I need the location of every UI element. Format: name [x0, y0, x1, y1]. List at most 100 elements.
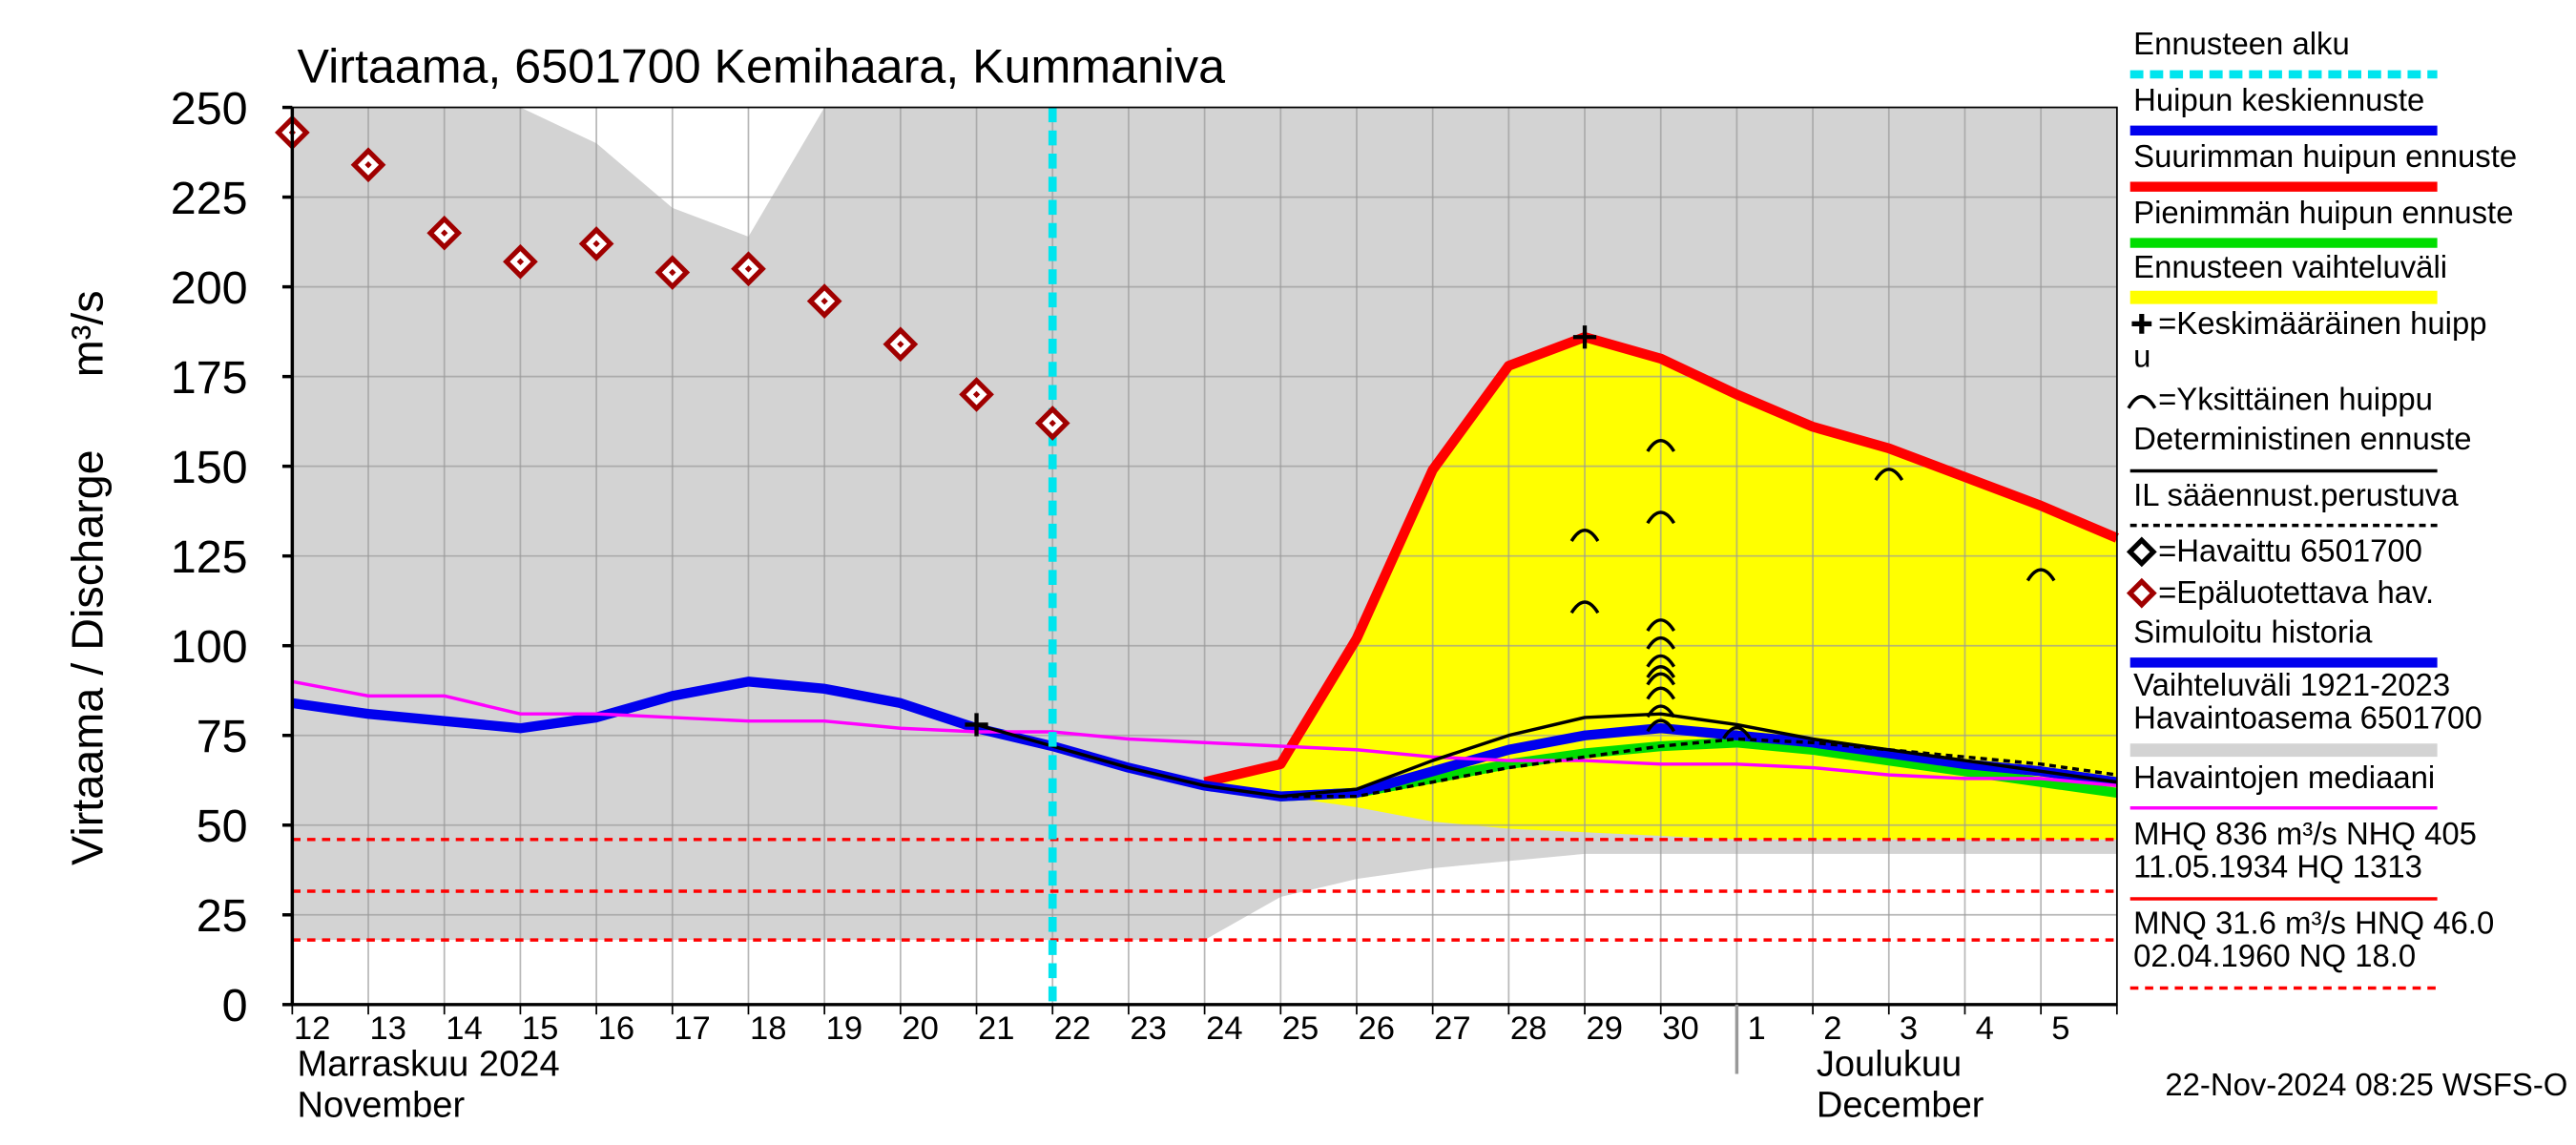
x-tick-label: 4: [1976, 1010, 1994, 1047]
legend-label: Deterministinen ennuste: [2133, 421, 2471, 456]
x-tick-label: 21: [978, 1010, 1014, 1047]
legend-label: Ennusteen vaihteluväli: [2133, 249, 2447, 284]
x-tick-label: 15: [522, 1010, 558, 1047]
y-axis-unit: m³/s: [62, 290, 112, 377]
legend-label: Ennusteen alku: [2133, 26, 2350, 61]
y-tick-label: 225: [171, 173, 248, 224]
x-tick-label: 12: [294, 1010, 330, 1047]
peak-marker: [1569, 600, 1600, 614]
x-tick-label: 29: [1587, 1010, 1623, 1047]
legend-symbol: [2131, 314, 2152, 334]
observation-marker: [731, 251, 766, 287]
x-tick-label: 26: [1358, 1010, 1394, 1047]
footer: 22-Nov-2024 08:25 WSFS-O: [2165, 1067, 2567, 1102]
y-tick-label: 125: [171, 531, 248, 583]
peak-marker: [1646, 654, 1676, 668]
legend-label: Havaintojen mediaani: [2133, 760, 2435, 795]
y-tick-label: 250: [171, 83, 248, 135]
observation-marker: [883, 326, 919, 363]
peak-marker: [1646, 672, 1676, 686]
peak-marker: [1569, 529, 1600, 542]
legend-symbol: [2127, 394, 2157, 409]
observation-marker: [959, 377, 994, 412]
peak-marker: [1646, 618, 1676, 633]
y-tick-label: 200: [171, 262, 248, 314]
x-tick-label: 28: [1510, 1010, 1547, 1047]
x-tick-label: 19: [826, 1010, 862, 1047]
x-tick-label: 22: [1054, 1010, 1091, 1047]
x-tick-label: 17: [674, 1010, 710, 1047]
legend-label: MHQ 836 m³/s NHQ 405: [2133, 816, 2477, 851]
peak-marker: [1646, 635, 1676, 650]
peak-marker: [1874, 468, 1904, 482]
chart-title: Virtaama, 6501700 Kemihaara, Kummaniva: [298, 40, 1226, 94]
legend-label: u: [2133, 338, 2150, 373]
observation-marker: [503, 243, 538, 280]
legend-label: =Yksittäinen huippu: [2158, 381, 2433, 416]
x-tick-label: 20: [902, 1010, 938, 1047]
peak-marker: [1646, 665, 1676, 678]
observation-marker: [1034, 406, 1070, 441]
series-line: [976, 712, 2118, 799]
month-label: Joulukuu: [1817, 1044, 1962, 1084]
x-tick-label: 25: [1282, 1010, 1319, 1047]
mean-peak-marker: [965, 713, 988, 737]
y-tick-label: 25: [197, 890, 248, 942]
legend-label: Vaihteluväli 1921-2023: [2133, 667, 2450, 702]
legend-label: 11.05.1934 HQ 1313: [2133, 848, 2422, 884]
legend-symbol: [2126, 536, 2157, 568]
peak-marker: [1722, 725, 1752, 739]
series-line: [1203, 332, 2119, 787]
x-tick-label: 13: [370, 1010, 406, 1047]
observation-marker: [578, 226, 614, 261]
x-tick-label: 3: [1900, 1010, 1918, 1047]
x-tick-label: 23: [1130, 1010, 1166, 1047]
y-tick-label: 100: [171, 621, 248, 673]
legend-symbol: [2126, 577, 2157, 609]
legend: Ennusteen alku Huipun keskiennuste Suurimm…: [2126, 26, 2517, 990]
mean-peak-marker: [1572, 325, 1597, 349]
x-tick-label: 1: [1748, 1010, 1766, 1047]
peak-marker: [1646, 686, 1676, 700]
legend-label: Pienimmän huipun ennuste: [2133, 195, 2513, 230]
observation-marker: [350, 147, 386, 183]
x-tick-label: 16: [598, 1010, 634, 1047]
peak-marker: [1646, 510, 1676, 525]
month-label: Marraskuu 2024: [298, 1044, 560, 1084]
x-tick-label: 18: [750, 1010, 786, 1047]
legend-label: Havaintoasema 6501700: [2133, 700, 2482, 736]
x-tick-label: 5: [2051, 1010, 2069, 1047]
observation-marker: [654, 255, 691, 290]
series-line: [292, 679, 2118, 788]
x-tick-label: 30: [1662, 1010, 1698, 1047]
y-tick-label: 175: [171, 352, 248, 404]
markers: [274, 107, 2056, 1005]
x-tick-label: 27: [1434, 1010, 1470, 1047]
x-tick-label: 2: [1823, 1010, 1841, 1047]
series-line: [1280, 738, 2118, 802]
peak-marker: [1646, 718, 1676, 733]
peak-marker: [1646, 704, 1676, 718]
series-line: [291, 677, 1054, 752]
series-line: [1280, 737, 2118, 799]
month-label: November: [298, 1086, 466, 1126]
y-axis-label: Virtaama / Discharge: [62, 449, 112, 865]
legend-label: =Keskimääräinen huipp: [2158, 305, 2486, 341]
top-cover: [292, 0, 2117, 108]
legend-label: 02.04.1960 NQ 18.0: [2133, 938, 2416, 973]
observation-marker: [426, 215, 463, 251]
y-tick-label: 50: [197, 801, 248, 852]
peak-marker: [1646, 439, 1676, 452]
month-label: December: [1817, 1086, 1984, 1126]
lines: [291, 332, 2119, 942]
legend-label: IL sääennust.perustuva: [2133, 477, 2459, 512]
legend-label: Huipun keskiennuste: [2133, 82, 2424, 117]
legend-label: Suurimman huipun ennuste: [2133, 138, 2517, 174]
observation-marker: [806, 283, 842, 320]
grid: [291, 106, 2118, 1006]
x-tick-label: 14: [446, 1010, 482, 1047]
diamond-inner: [364, 161, 372, 169]
